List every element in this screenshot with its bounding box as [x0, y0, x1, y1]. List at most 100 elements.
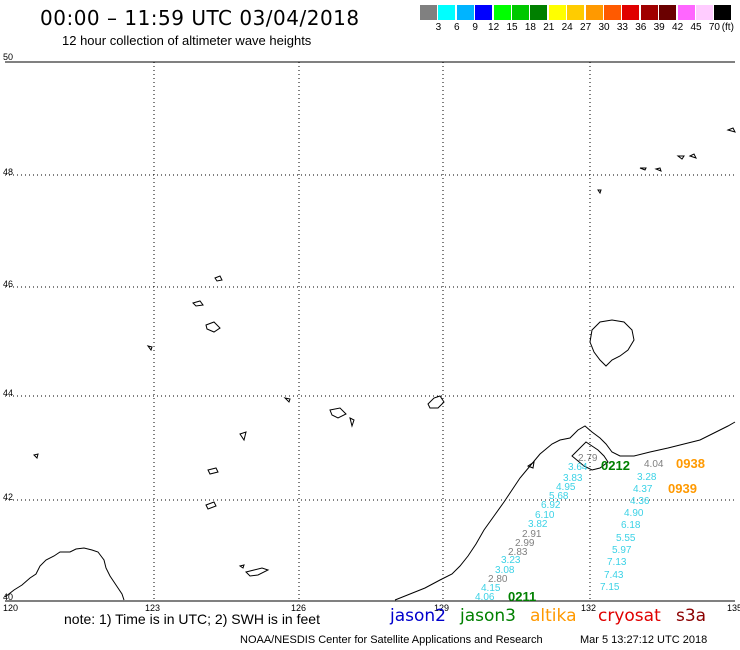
island-t — [597, 189, 602, 195]
track-d-value: 7.43 — [604, 570, 624, 581]
coastline-west-island — [4, 547, 125, 601]
lat-label-42: 42 — [3, 492, 13, 502]
track-a-value: 3.83 — [563, 473, 583, 484]
scale-swatch — [530, 5, 548, 20]
mission-jason2: jason2 — [390, 606, 446, 626]
track-d-value: 4.36 — [630, 496, 650, 507]
track-d-value: 7.15 — [600, 582, 620, 593]
track-b-value: 2.83 — [508, 547, 528, 558]
scale-label: 15 — [506, 22, 518, 33]
island-m — [245, 567, 270, 577]
longitude-labels: 120 123 126 129 132 135 — [3, 603, 740, 613]
island-u — [526, 460, 535, 469]
coastline-inner — [571, 441, 609, 471]
scale-label: 30 — [598, 22, 610, 33]
island-s — [726, 127, 736, 133]
track-b-value: 2.79 — [578, 453, 598, 464]
scale-label: 3 — [435, 22, 442, 33]
island-f — [329, 407, 347, 419]
track-c-value: 3.08 — [495, 565, 515, 576]
island-k — [207, 467, 219, 475]
scale-label: 21 — [543, 22, 555, 33]
graticule — [5, 62, 735, 601]
track-d-value: 5.55 — [616, 533, 636, 544]
latitude-labels: 50 48 46 44 42 40 — [3, 52, 13, 602]
track-d-value: 7.13 — [607, 557, 627, 568]
scale-swatch — [659, 5, 677, 20]
lon-label-129: 129 — [434, 603, 449, 613]
island-g — [349, 417, 355, 428]
island-o — [639, 167, 647, 171]
island-j — [33, 453, 39, 459]
scale-label: 27 — [580, 22, 592, 33]
island-h — [427, 395, 445, 409]
scale-swatch — [604, 5, 621, 20]
lon-label-123: 123 — [145, 603, 160, 613]
scale-label: 12 — [488, 22, 500, 33]
track-a-value: 3.64 — [568, 462, 588, 473]
scale-label: 36 — [635, 22, 647, 33]
map-title: 00:00 – 11:59 UTC 03/04/2018 — [40, 6, 360, 30]
mission-jason3: jason3 — [460, 606, 516, 626]
scale-swatch — [512, 5, 529, 20]
pass-time-label: 0211 — [508, 589, 536, 604]
footer-note: note: 1) Time is in UTC; 2) SWH is in fe… — [64, 611, 320, 627]
lat-label-50: 50 — [3, 52, 13, 62]
track-b-value: 2.99 — [515, 538, 535, 549]
scale-label: 33 — [616, 22, 628, 33]
scale-swatch — [493, 5, 511, 20]
map-frame — [5, 61, 735, 602]
track-a-value: 6.92 — [541, 500, 561, 511]
track-d-top-value: 4.04 — [644, 459, 664, 470]
mission-altika: altika — [530, 606, 577, 626]
scale-swatch — [475, 5, 493, 20]
scale-label: (ft) — [721, 22, 734, 33]
scale-swatch — [567, 5, 585, 20]
track-c-value: 4.15 — [481, 583, 501, 594]
scale-label: 70 — [708, 22, 720, 33]
scale-label: 24 — [561, 22, 573, 33]
lat-label-48: 48 — [3, 167, 13, 177]
track-a-value: 5.68 — [549, 491, 569, 502]
footer-timestamp: Mar 5 13:27:12 UTC 2018 — [580, 634, 708, 646]
scale-swatch — [438, 5, 456, 20]
track-c-value: 4.06 — [475, 592, 495, 603]
island-q — [676, 155, 685, 160]
scale-label: 6 — [454, 22, 460, 33]
pass-time-label: 0212 — [601, 458, 630, 473]
track-a-value: 4.95 — [556, 482, 576, 493]
track-a-value: 3.82 — [528, 519, 548, 530]
scale-swatch — [420, 5, 437, 20]
coastlines — [4, 127, 736, 601]
island-c — [205, 321, 221, 333]
lat-label-40: 40 — [3, 592, 13, 602]
island-r — [688, 153, 697, 159]
scale-swatch — [456, 5, 474, 20]
coastline-main — [394, 421, 736, 601]
scale-swatch — [622, 5, 640, 20]
scale-label: 45 — [690, 22, 702, 33]
lon-label-126: 126 — [291, 603, 306, 613]
island-b — [192, 300, 204, 307]
track-b-value: 2.91 — [522, 529, 542, 540]
island-l — [205, 501, 217, 510]
track-d-value: 6.18 — [621, 520, 641, 531]
lon-label-132: 132 — [581, 603, 596, 613]
mission-cryosat: cryosat — [598, 606, 661, 626]
island-d — [146, 345, 153, 352]
track-d-value: 4.90 — [624, 508, 644, 519]
island-large — [589, 319, 635, 367]
scale-swatch — [677, 5, 695, 20]
footer-credit: NOAA/NESDIS Center for Satellite Applica… — [240, 634, 543, 646]
track-d-value: 5.97 — [612, 545, 632, 556]
island-n — [238, 564, 245, 569]
track-c-value: 2.80 — [488, 574, 508, 585]
track-c-value: 3.23 — [501, 555, 521, 566]
scale-label: 42 — [672, 22, 684, 33]
scale-label: 9 — [472, 22, 478, 33]
scale-swatch — [585, 5, 603, 20]
lon-label-135: 135 — [727, 603, 740, 613]
island-e — [283, 397, 291, 403]
island-a — [214, 275, 223, 282]
